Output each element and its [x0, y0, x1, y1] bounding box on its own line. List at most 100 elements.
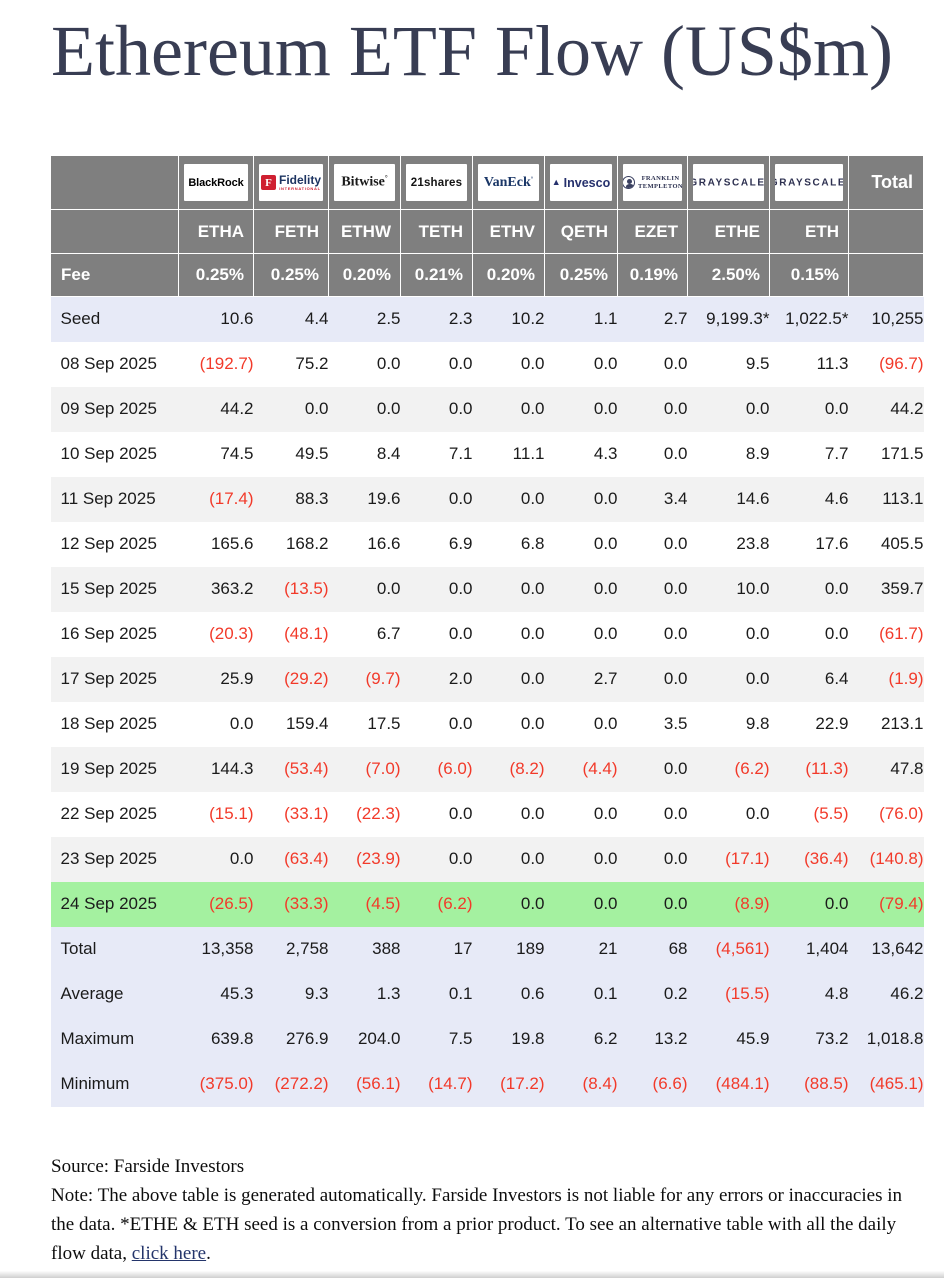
ticker-ETHE: ETHE [687, 209, 770, 254]
value-cell: 22.9 [769, 701, 849, 747]
ticker-QETH: QETH [544, 209, 618, 254]
value-cell: 0.0 [617, 566, 688, 612]
value-cell: 0.0 [472, 836, 545, 882]
value-cell: (8.4) [544, 1061, 618, 1107]
value-cell: 0.0 [617, 656, 688, 702]
provider-header-bitwise: Bitwise° [328, 155, 401, 210]
table-row: Total 13,358 2,758 388 17 189 21 68 (4,561) 1,404… [50, 926, 924, 972]
fee-cell: 2.50% [687, 253, 770, 297]
footer: Source: Farside Investors Note: The abov… [51, 1152, 923, 1268]
value-cell: 88.3 [253, 476, 329, 522]
value-cell: 1,022.5* [769, 296, 849, 342]
value-cell: 0.0 [472, 341, 545, 387]
value-cell: 0.0 [769, 611, 849, 657]
value-cell: (4.4) [544, 746, 618, 792]
value-cell: 25.9 [178, 656, 254, 702]
value-cell: (272.2) [253, 1061, 329, 1107]
trademark-mark: ° [530, 175, 534, 182]
fee-label: Fee [50, 253, 179, 297]
vaneck-logo-text: VanEck° [483, 174, 534, 190]
fee-cell: 0.21% [400, 253, 473, 297]
value-cell: (8.2) [472, 746, 545, 792]
row-label: Total [50, 926, 179, 972]
value-cell: 44.2 [178, 386, 254, 432]
value-cell: 0.0 [400, 386, 473, 432]
value-cell: 75.2 [253, 341, 329, 387]
value-cell: 0.0 [400, 836, 473, 882]
value-cell: 189 [472, 926, 545, 972]
value-cell: 2.0 [400, 656, 473, 702]
value-cell: 0.0 [400, 341, 473, 387]
value-cell: 0.0 [400, 566, 473, 612]
ticker-header-row: ETHA FETH ETHW TETH ETHV QETH EZET ETHE ETH [50, 209, 924, 254]
value-cell: 0.0 [400, 701, 473, 747]
fee-row: Fee 0.25% 0.25% 0.20% 0.21% 0.20% 0.25% 0.19% 2.… [50, 253, 924, 297]
ticker-ETHV: ETHV [472, 209, 545, 254]
value-cell: 0.0 [617, 881, 688, 927]
value-cell: 168.2 [253, 521, 329, 567]
value-cell: 0.0 [769, 386, 849, 432]
value-cell: 14.6 [687, 476, 770, 522]
ticker-ETHA: ETHA [178, 209, 254, 254]
table-row: 08 Sep 2025 (192.7) 75.2 0.0 0.0 0.0 0.0 0.0 9.5… [50, 341, 924, 387]
value-cell: 0.0 [472, 791, 545, 837]
value-cell: 23.8 [687, 521, 770, 567]
grayscale-logo: GRAYSCALE° [693, 164, 764, 201]
value-cell: (96.7) [848, 341, 924, 387]
value-cell: (1.9) [848, 656, 924, 702]
row-label: Average [50, 971, 179, 1017]
row-label: 10 Sep 2025 [50, 431, 179, 477]
fee-cell: 0.25% [253, 253, 329, 297]
value-cell: 10.0 [687, 566, 770, 612]
value-cell: 8.9 [687, 431, 770, 477]
value-cell: 4.4 [253, 296, 329, 342]
value-cell: 0.0 [472, 656, 545, 702]
click-here-link[interactable]: click here [131, 1243, 207, 1264]
value-cell: (6.2) [687, 746, 770, 792]
value-cell: 0.0 [617, 791, 688, 837]
row-label: 19 Sep 2025 [50, 746, 179, 792]
table-row: 18 Sep 2025 0.0 159.4 17.5 0.0 0.0 0.0 3.5 9.8 22… [50, 701, 924, 747]
value-cell: 0.0 [769, 566, 849, 612]
value-cell: 0.0 [544, 836, 618, 882]
value-cell: (6.0) [400, 746, 473, 792]
value-cell: 1.3 [328, 971, 401, 1017]
value-cell: 0.0 [544, 386, 618, 432]
value-cell: 10.2 [472, 296, 545, 342]
value-cell: 0.0 [472, 566, 545, 612]
value-cell: (17.4) [178, 476, 254, 522]
provider-header-fidelity: F Fidelity INTERNATIONAL [253, 155, 329, 210]
value-cell: (48.1) [253, 611, 329, 657]
value-cell: 9,199.3* [687, 296, 770, 342]
value-cell: 68 [617, 926, 688, 972]
value-cell: 0.0 [178, 836, 254, 882]
value-cell: 3.5 [617, 701, 688, 747]
value-cell: 17 [400, 926, 473, 972]
value-cell: 19.6 [328, 476, 401, 522]
value-cell: 0.0 [472, 476, 545, 522]
value-cell: (13.5) [253, 566, 329, 612]
value-cell: (61.7) [848, 611, 924, 657]
corner-cell [848, 253, 924, 297]
value-cell: 3.4 [617, 476, 688, 522]
fee-cell: 0.25% [544, 253, 618, 297]
value-cell: 639.8 [178, 1016, 254, 1062]
etf-flow-table: BlackRock F Fidelity INTERNATIONAL Bitwise° 2… [50, 155, 924, 1107]
value-cell: 0.0 [687, 386, 770, 432]
value-cell: 73.2 [769, 1016, 849, 1062]
value-cell: 17.5 [328, 701, 401, 747]
provider-header-franklin: FRANKLIN TEMPLETON [617, 155, 688, 210]
value-cell: (9.7) [328, 656, 401, 702]
footer-note-text: Note: The above table is generated autom… [51, 1185, 903, 1264]
fidelity-name: Fidelity [278, 172, 321, 187]
value-cell: 0.0 [400, 611, 473, 657]
value-cell: 0.0 [617, 431, 688, 477]
value-cell: (192.7) [178, 341, 254, 387]
value-cell: 0.0 [544, 341, 618, 387]
table-body: Seed 10.6 4.4 2.5 2.3 10.2 1.1 2.7 9,199.3* 1,022… [50, 296, 924, 1107]
value-cell: 0.0 [617, 611, 688, 657]
value-cell: 6.2 [544, 1016, 618, 1062]
value-cell: (15.1) [178, 791, 254, 837]
value-cell: (53.4) [253, 746, 329, 792]
